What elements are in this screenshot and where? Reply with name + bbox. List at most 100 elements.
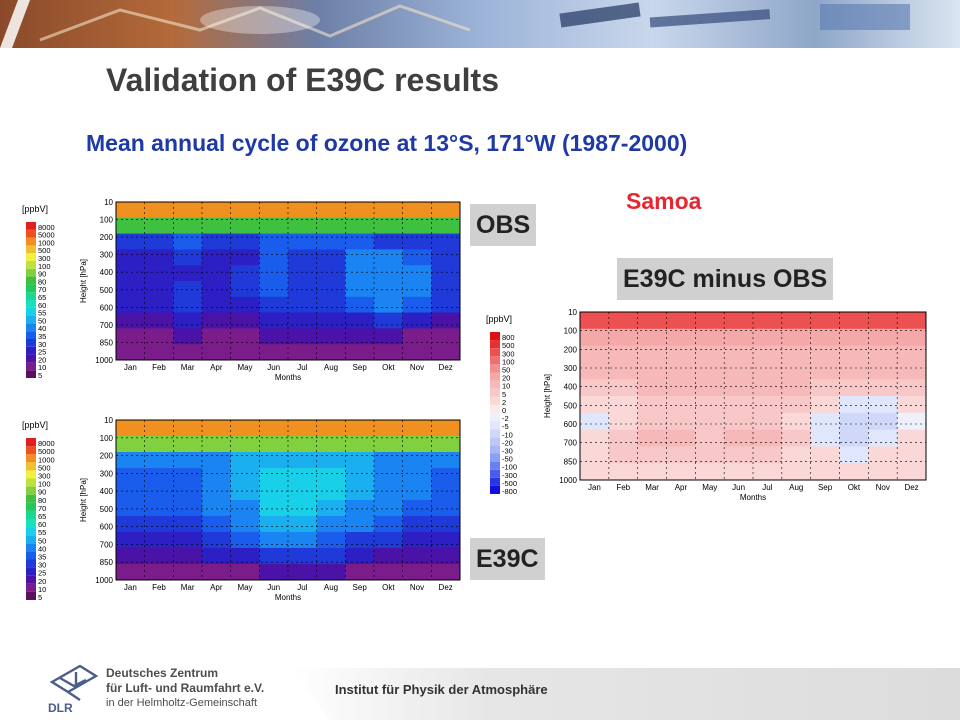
heatmap-cell [116, 420, 146, 437]
heatmap-cell [345, 249, 375, 266]
heatmap-cell [202, 328, 232, 345]
heatmap-cell [259, 436, 289, 453]
colorbar-swatch [26, 527, 36, 536]
heatmap-cell [666, 396, 696, 414]
heatmap-cell [259, 344, 289, 361]
x-axis-label: Months [275, 373, 301, 382]
colorbar-tick-label: 65 [38, 293, 46, 302]
colorbar-tick-label: 100 [502, 357, 515, 366]
colorbar-tick-label: 10 [38, 363, 46, 372]
heatmap-cell [144, 344, 174, 361]
colorbar-swatch [26, 535, 36, 544]
heatmap-cell [288, 202, 318, 219]
colorbar-tick-label: 300 [38, 254, 51, 263]
heatmap-cell [839, 463, 869, 481]
heatmap-cell [230, 344, 260, 361]
heatmap-cell [173, 452, 203, 469]
heatmap-cell [753, 463, 783, 481]
heatmap-cell [637, 345, 667, 363]
heatmap-cell [897, 362, 927, 380]
heatmap-cell [144, 420, 174, 437]
colorbar-tick-label: 20 [502, 374, 510, 383]
heatmap-cell [288, 281, 318, 298]
heatmap-cell [288, 548, 318, 565]
heatmap-cell [288, 516, 318, 533]
obs-panel-label: OBS [470, 204, 537, 246]
heatmap-cell [345, 452, 375, 469]
heatmap-cell [431, 420, 461, 437]
x-axis-label: Months [740, 493, 766, 502]
heatmap-cell [810, 446, 840, 464]
heatmap-cell [431, 296, 461, 314]
heatmap-cell [431, 265, 461, 282]
heatmap-cell [374, 217, 404, 235]
heatmap-cell [316, 452, 346, 469]
colorbar-swatch [26, 229, 36, 238]
colorbar-tick-label: -5 [502, 422, 509, 431]
heatmap-cell [402, 516, 432, 533]
heatmap-cell [374, 312, 404, 329]
heatmap-cell [259, 249, 289, 266]
colorbar-swatch [490, 404, 500, 413]
logo-line-2: für Luft- und Raumfahrt e.V. [106, 681, 265, 695]
colorbar-tick-label: 40 [38, 544, 46, 553]
colorbar-tick-label: 70 [38, 504, 46, 513]
heatmap-cell [345, 312, 375, 329]
colorbar-swatch [490, 413, 500, 422]
heatmap-cell [173, 296, 203, 314]
heatmap-cell [374, 249, 404, 266]
heatmap-cell [637, 429, 667, 447]
colorbar-tick-label: 5000 [38, 447, 55, 456]
heatmap-cell [608, 312, 639, 330]
heatmap-cell [724, 396, 754, 414]
colorbar-tick-label: 10 [502, 382, 510, 391]
heatmap-cell [637, 396, 667, 414]
x-tick-label: May [237, 583, 252, 592]
x-tick-label: Mar [181, 363, 195, 372]
colorbar-tick-label: 80 [38, 277, 46, 286]
heatmap-cell [695, 362, 725, 380]
y-tick-label: 700 [100, 321, 114, 330]
x-tick-label: Dez [439, 363, 453, 372]
heatmap-cell [868, 345, 898, 363]
heatmap-cell [230, 452, 260, 469]
heatmap-cell [839, 345, 869, 363]
heatmap-cell [202, 516, 232, 533]
heatmap-cell [608, 328, 639, 347]
heatmap-cell [144, 312, 174, 329]
colorbar-tick-label: 1000 [38, 238, 55, 247]
heatmap-cell [288, 452, 318, 469]
colorbar-swatch [26, 237, 36, 246]
heatmap-cell [868, 328, 898, 347]
heatmap-cell [431, 281, 461, 298]
colorbar-swatch [26, 486, 36, 495]
heatmap-cell [230, 328, 260, 345]
heatmap-cell [374, 296, 404, 314]
heatmap-cell [897, 345, 927, 363]
heatmap-cell [173, 217, 203, 235]
y-tick-label: 200 [100, 452, 114, 461]
heatmap-cell [580, 379, 610, 397]
heatmap-cell [316, 420, 346, 437]
heatmap-cell [230, 516, 260, 533]
heatmap-cell [781, 328, 812, 347]
heatmap-cell [345, 516, 375, 533]
heatmap-cell [230, 265, 260, 282]
heatmap-cell [259, 548, 289, 565]
heatmap-cell [230, 233, 260, 250]
heatmap-cell [781, 362, 812, 380]
heatmap-cell [288, 265, 318, 282]
colorbar-swatch [26, 567, 36, 576]
heatmap-cell [724, 412, 754, 431]
heatmap-cell [374, 516, 404, 533]
heatmap-cell [202, 217, 232, 235]
heatmap-cell [608, 412, 639, 431]
heatmap-cell [259, 312, 289, 329]
heatmap-cell [431, 328, 461, 345]
heatmap-cell [230, 484, 260, 501]
colorbar-swatch [26, 478, 36, 487]
heatmap-cell [144, 516, 174, 533]
heatmap-cell [810, 312, 840, 330]
heatmap-cell [753, 328, 783, 347]
heatmap-cell [116, 468, 146, 485]
